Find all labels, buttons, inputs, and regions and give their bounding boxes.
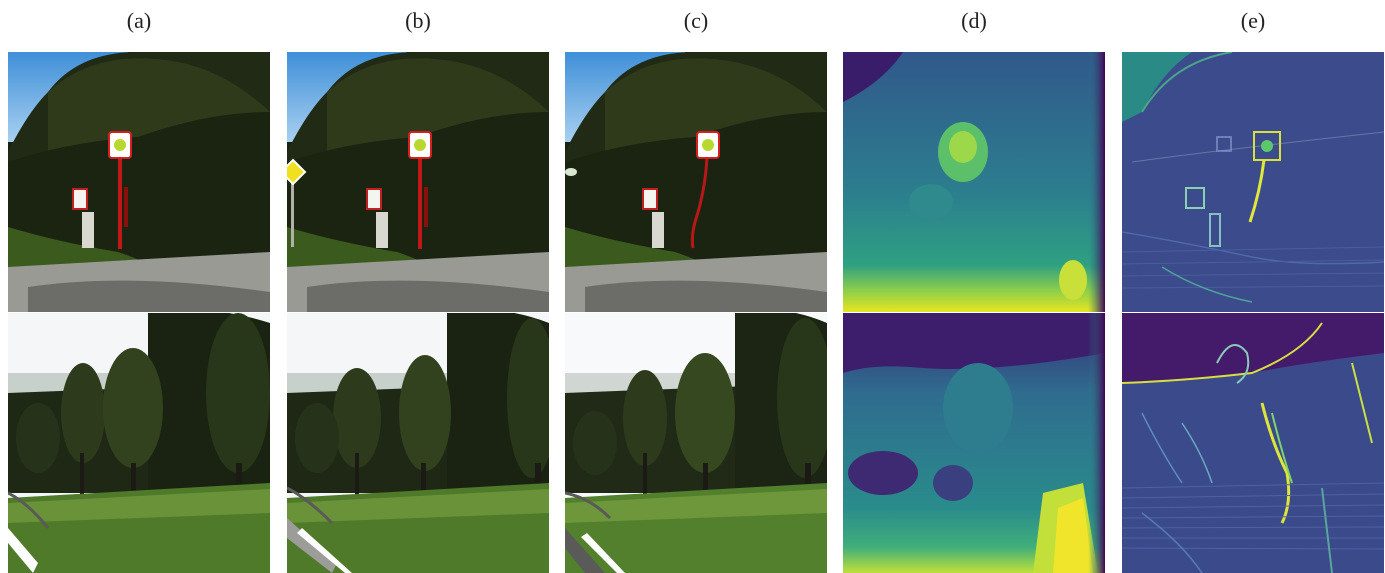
column-label-c: (c) (683, 8, 709, 33)
photo-c-road-sign (565, 52, 827, 312)
column-label-b: (b) (405, 8, 431, 33)
photo-a-road-sign (8, 52, 270, 312)
depth-map-d-bottom (843, 313, 1105, 573)
column-label-d: (d) (961, 8, 987, 33)
photo-c-tree-row (565, 313, 827, 573)
column-label-a: (a) (126, 8, 152, 33)
edge-map-e-bottom (1122, 313, 1384, 573)
photo-a-tree-row (8, 313, 270, 573)
edge-map-e-top (1122, 52, 1384, 312)
photo-b-tree-row (287, 313, 549, 573)
depth-map-d-top (843, 52, 1105, 312)
column-label-e: (e) (1240, 8, 1266, 33)
photo-b-road-sign (287, 52, 549, 312)
